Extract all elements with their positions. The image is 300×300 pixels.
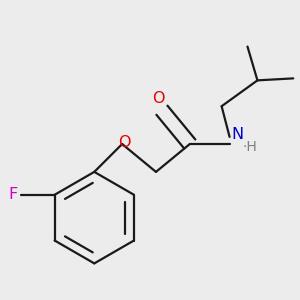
Text: O: O	[118, 134, 130, 149]
Text: ·H: ·H	[242, 140, 257, 154]
Text: F: F	[8, 187, 18, 202]
Text: N: N	[231, 127, 243, 142]
Text: O: O	[152, 91, 165, 106]
